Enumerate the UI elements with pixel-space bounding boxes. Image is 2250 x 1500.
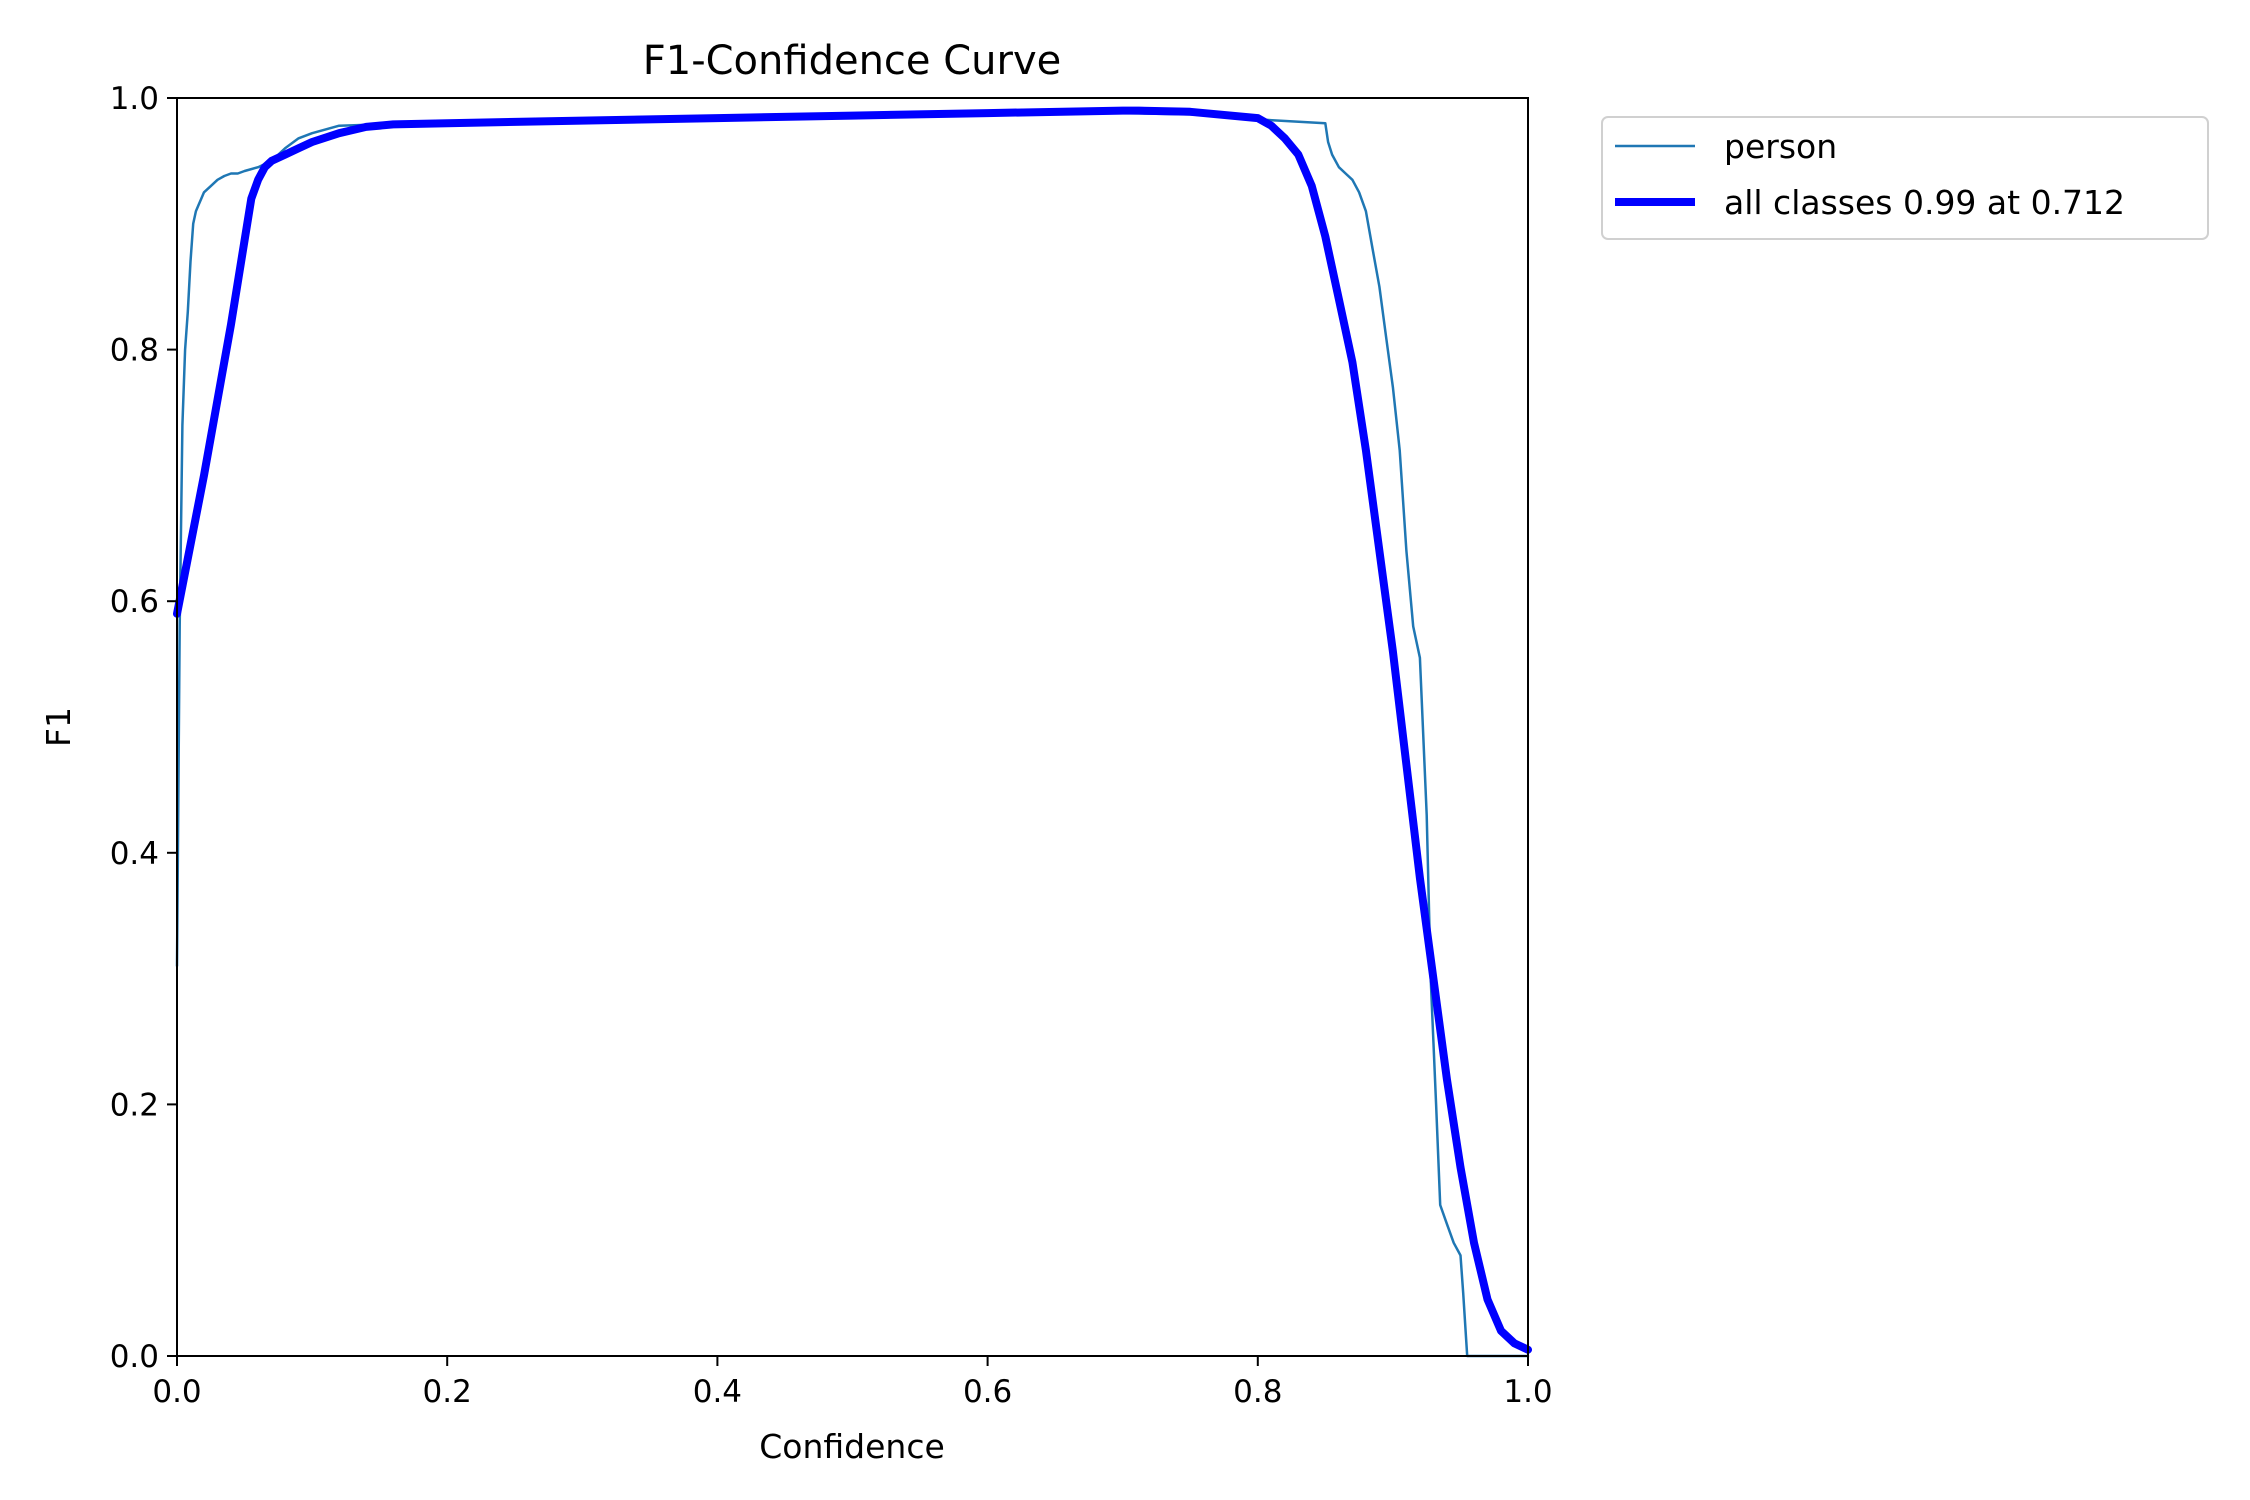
y-tick-label: 1.0 [110, 81, 159, 117]
series-line-all-classes [173, 106, 1532, 1354]
y-tick-label: 0.0 [110, 1339, 159, 1375]
x-tick-label: 0.6 [963, 1374, 1012, 1410]
plot-frame [176, 97, 1529, 1357]
chart-title: F1-Confidence Curve [643, 38, 1062, 84]
series-line-person [175, 111, 1530, 1358]
x-tick-label: 0.2 [423, 1374, 472, 1410]
y-tick-label: 0.6 [110, 584, 159, 620]
plot-lines [173, 106, 1532, 1358]
legend-box [1601, 116, 2209, 240]
y-tick-label: 0.8 [110, 333, 159, 369]
y-tick-label: 0.2 [110, 1087, 159, 1123]
y-tick-label: 0.4 [110, 836, 159, 872]
legend: person all classes 0.99 at 0.712 [1601, 116, 2209, 240]
legend-label-all-classes: all classes 0.99 at 0.712 [1724, 183, 2125, 222]
x-tick-label: 1.0 [1503, 1374, 1552, 1410]
legend-label-person: person [1724, 127, 1837, 166]
x-tick-label: 0.8 [1233, 1374, 1282, 1410]
y-axis-label: F1 [39, 707, 78, 747]
x-axis-ticks: 0.0 0.2 0.4 0.6 0.8 1.0 [152, 1356, 1553, 1410]
x-axis-label: Confidence [759, 1427, 945, 1466]
x-tick-label: 0.0 [152, 1374, 201, 1410]
y-axis-ticks: 0.0 0.2 0.4 0.6 0.8 1.0 [110, 81, 177, 1375]
x-tick-label: 0.4 [693, 1374, 742, 1410]
